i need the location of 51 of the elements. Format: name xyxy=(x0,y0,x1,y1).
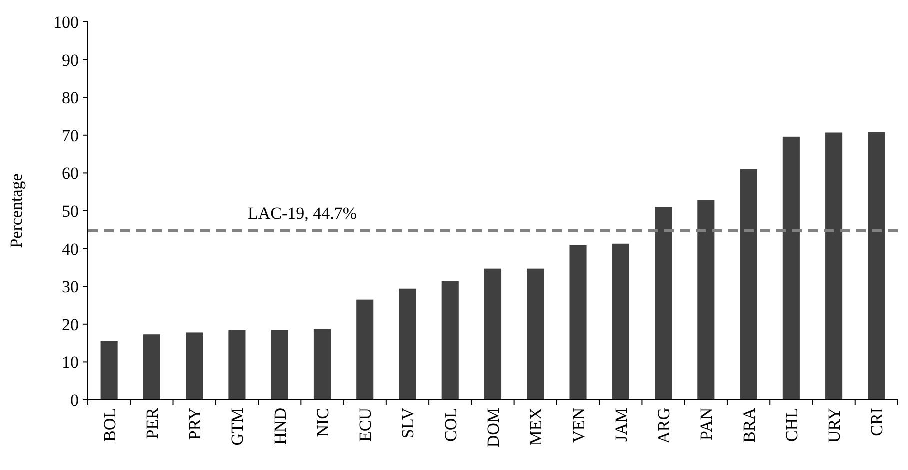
bar xyxy=(484,268,502,400)
bar xyxy=(100,341,118,400)
bar xyxy=(399,288,416,400)
x-tick-label: HND xyxy=(270,408,290,445)
y-tick-label: 80 xyxy=(62,88,79,108)
y-tick-label: 30 xyxy=(62,278,79,297)
x-tick-label: ARG xyxy=(654,408,674,444)
bar xyxy=(782,136,800,400)
y-tick-label: 90 xyxy=(62,50,79,70)
x-tick-label: COL xyxy=(441,408,460,442)
bar xyxy=(314,329,331,400)
bar xyxy=(271,330,288,400)
y-tick-label: 70 xyxy=(62,126,79,146)
x-tick-label: GTM xyxy=(228,408,248,446)
x-tick-label: URY xyxy=(825,408,844,443)
x-tick-label: DOM xyxy=(484,408,503,448)
x-tick-label: PRY xyxy=(186,408,205,440)
bar xyxy=(655,207,672,400)
bar xyxy=(740,169,758,400)
y-axis-title: Percentage xyxy=(7,174,26,248)
x-tick-label: PAN xyxy=(697,408,716,440)
bar xyxy=(698,200,715,400)
bar xyxy=(143,334,160,400)
bar xyxy=(228,330,246,400)
y-tick-label: 100 xyxy=(54,12,79,32)
bar xyxy=(186,332,204,400)
x-tick-label: NIC xyxy=(313,408,332,438)
x-tick-label: ECU xyxy=(356,408,376,442)
x-tick-label: VEN xyxy=(569,408,588,443)
x-tick-label: BOL xyxy=(100,408,120,442)
bar xyxy=(527,268,544,400)
y-tick-label: 40 xyxy=(62,240,79,259)
bar xyxy=(442,281,459,400)
x-tick-label: SLV xyxy=(398,407,418,439)
x-tick-label: JAM xyxy=(612,408,631,442)
bar xyxy=(356,300,374,400)
x-tick-label: MEX xyxy=(526,408,546,446)
y-tick-label: 0 xyxy=(70,390,79,410)
x-tick-label: PER xyxy=(142,407,162,440)
bar xyxy=(612,244,630,400)
y-tick-label: 20 xyxy=(62,315,79,334)
bar xyxy=(826,132,843,400)
x-tick-label: CHL xyxy=(782,408,802,442)
x-tick-label: BRA xyxy=(740,407,759,443)
ref-line-label: LAC-19, 44.7% xyxy=(248,204,358,224)
x-tick-label: CRI xyxy=(868,408,887,436)
y-tick-label: 60 xyxy=(62,164,79,184)
y-tick-label: 10 xyxy=(62,353,79,372)
bar xyxy=(868,132,886,400)
bar xyxy=(570,245,587,400)
y-tick-label: 50 xyxy=(62,202,79,221)
